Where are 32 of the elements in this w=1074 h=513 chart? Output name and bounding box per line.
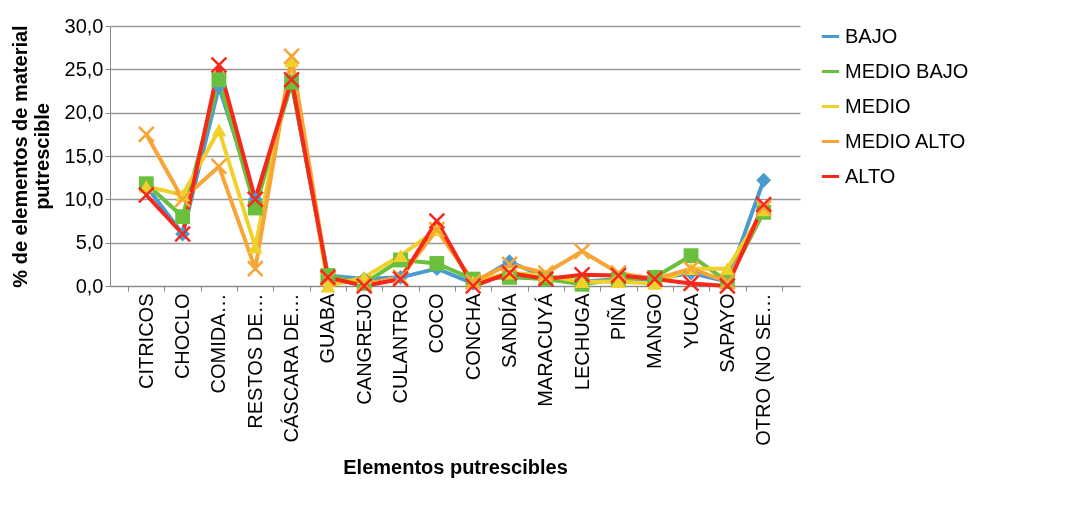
x-tick-label: CANGREJO (352, 293, 375, 405)
x-tick-label: CÁSCARA DE… (280, 293, 303, 443)
legend-label: BAJO (845, 24, 898, 47)
x-tick-label: LECHUGA (570, 292, 593, 391)
x-tick-label: MARACUYÁ (534, 292, 557, 407)
legend-label: MEDIO ALTO (845, 129, 966, 152)
y-axis-title: % de elementos de material putrescible (8, 25, 53, 288)
x-tick-label: CULANTRO (389, 293, 412, 404)
x-tick-label: PIÑA (605, 292, 629, 341)
x-tick-label: CONCHA (461, 292, 484, 381)
legend-label: MEDIO BAJO (845, 59, 969, 82)
x-tick-label: RESTOS DE… (243, 293, 266, 429)
y-tick-label: 30,0 (64, 14, 104, 37)
x-tick-label: COMIDA… (207, 293, 230, 394)
x-tick-label: OTRO (NO SE… (752, 293, 775, 446)
x-axis-title: Elementos putrescibles (343, 455, 568, 478)
y-tick-label: 10,0 (64, 187, 104, 210)
x-tick-label: SANDÍA (497, 292, 520, 368)
y-tick-label: 0,0 (75, 274, 104, 297)
x-tick-label: CHOCLO (171, 293, 194, 380)
y-tick-label: 20,0 (64, 101, 104, 124)
x-tick-label: COCO (425, 293, 448, 354)
y-tick-label: 5,0 (75, 231, 104, 254)
x-tick-label: YUCA (679, 292, 702, 350)
y-tick-label: 25,0 (64, 57, 104, 80)
x-tick-label: MANGO (643, 293, 666, 370)
x-tick-label: CITRICOS (134, 293, 157, 390)
legend-label: ALTO (845, 164, 896, 187)
x-tick-label: SAPAYO (715, 293, 738, 373)
x-tick-label: GUABA (316, 292, 339, 364)
legend-label: MEDIO (845, 94, 911, 117)
y-tick-label: 15,0 (64, 144, 104, 167)
